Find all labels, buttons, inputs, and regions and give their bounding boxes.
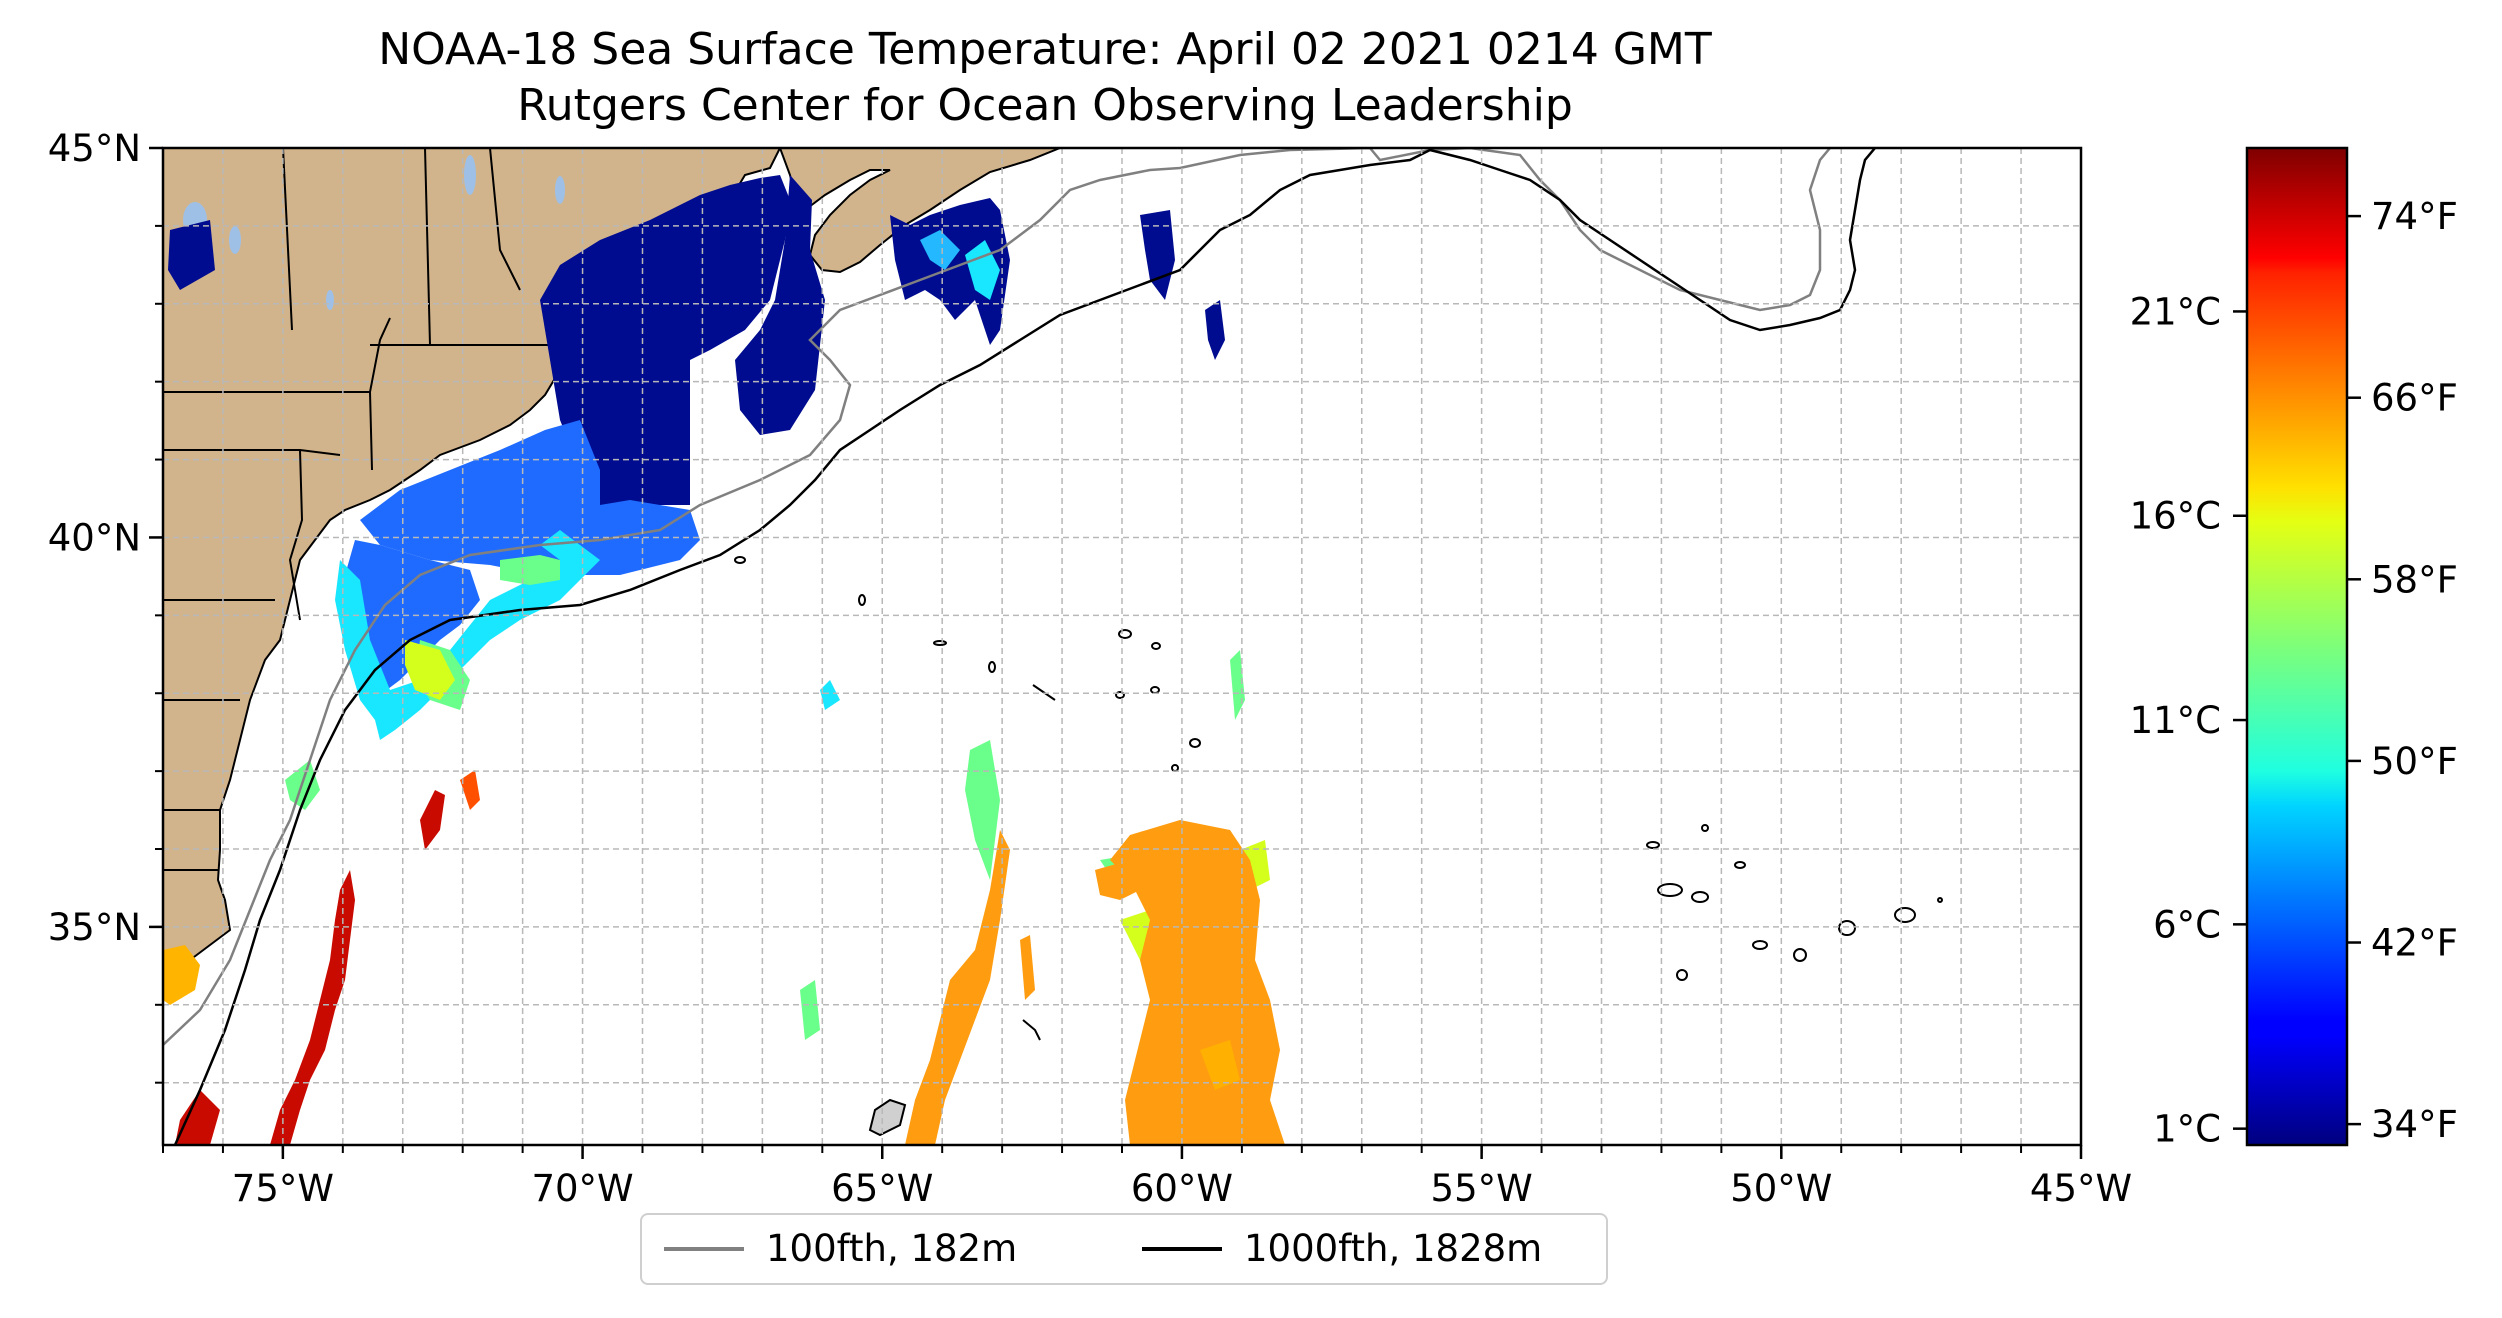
lat-tick-label: 45°N xyxy=(48,127,141,170)
fahrenheit-tick-label: 42°F xyxy=(2371,922,2458,965)
map-gridlines xyxy=(163,148,2081,1145)
sea-surface-temperature-map xyxy=(163,148,2081,1145)
fahrenheit-tick-label: 58°F xyxy=(2371,558,2458,601)
land-nova-scotia xyxy=(778,148,1061,274)
celsius-tick-label: 16°C xyxy=(2130,495,2221,538)
legend-swatch-1000fth xyxy=(1142,1246,1222,1251)
state-borders xyxy=(163,148,560,871)
lon-tick-label: 70°W xyxy=(531,1167,633,1210)
legend-label-100fth: 100fth, 182m xyxy=(766,1227,1018,1270)
lon-tick-label: 60°W xyxy=(1131,1167,1233,1210)
lakes xyxy=(183,155,565,310)
lat-tick-label: 40°N xyxy=(48,516,141,559)
fahrenheit-tick-label: 50°F xyxy=(2371,740,2458,783)
lon-tick-label: 55°W xyxy=(1431,1167,1533,1210)
celsius-tick-label: 21°C xyxy=(2130,290,2221,333)
fahrenheit-tick-label: 74°F xyxy=(2371,195,2458,238)
seamounts xyxy=(734,556,1943,1137)
map-axes: 75°W 70°W 65°W 60°W 55°W 50°W 45°W 45°N 40°N 35°N xyxy=(48,127,2132,1210)
lon-tick-label: 75°W xyxy=(232,1167,334,1210)
legend-item-1000fth: 1000fth, 1828m xyxy=(1142,1227,1542,1270)
fahrenheit-tick-label: 66°F xyxy=(2371,377,2458,420)
legend-item-100fth: 100fth, 182m xyxy=(664,1227,1017,1270)
sst-cold-water xyxy=(168,175,1225,505)
legend-label-1000fth: 1000fth, 1828m xyxy=(1244,1227,1543,1270)
celsius-tick-label: 1°C xyxy=(2153,1108,2221,1151)
colorbar: 1°C 6°C 11°C 16°C 21°C 34°F 42°F 50°F 58°F 66°F 74… xyxy=(2130,146,2458,1151)
map-subtitle: Rutgers Center for Ocean Observing Leade… xyxy=(517,80,1573,131)
lat-tick-label: 35°N xyxy=(48,906,141,949)
legend-swatch-100fth xyxy=(664,1246,744,1251)
isobath-100fth xyxy=(163,148,1831,1046)
lon-tick-label: 65°W xyxy=(831,1167,933,1210)
lon-tick-label: 50°W xyxy=(1730,1167,1832,1210)
lon-tick-label: 45°W xyxy=(2030,1167,2132,1210)
map-title: NOAA-18 Sea Surface Temperature: April 0… xyxy=(378,24,1712,75)
celsius-tick-label: 11°C xyxy=(2130,699,2221,742)
fahrenheit-tick-label: 34°F xyxy=(2371,1103,2458,1146)
sst-hot-water xyxy=(175,770,480,1145)
celsius-tick-label: 6°C xyxy=(2153,903,2221,946)
isobath-1000fth xyxy=(173,148,1876,1145)
sst-coastal-warm xyxy=(163,945,200,1005)
colorbar-gradient xyxy=(2245,146,2349,1147)
isobath-legend: 100fth, 182m 1000fth, 1828m xyxy=(640,1213,1608,1285)
